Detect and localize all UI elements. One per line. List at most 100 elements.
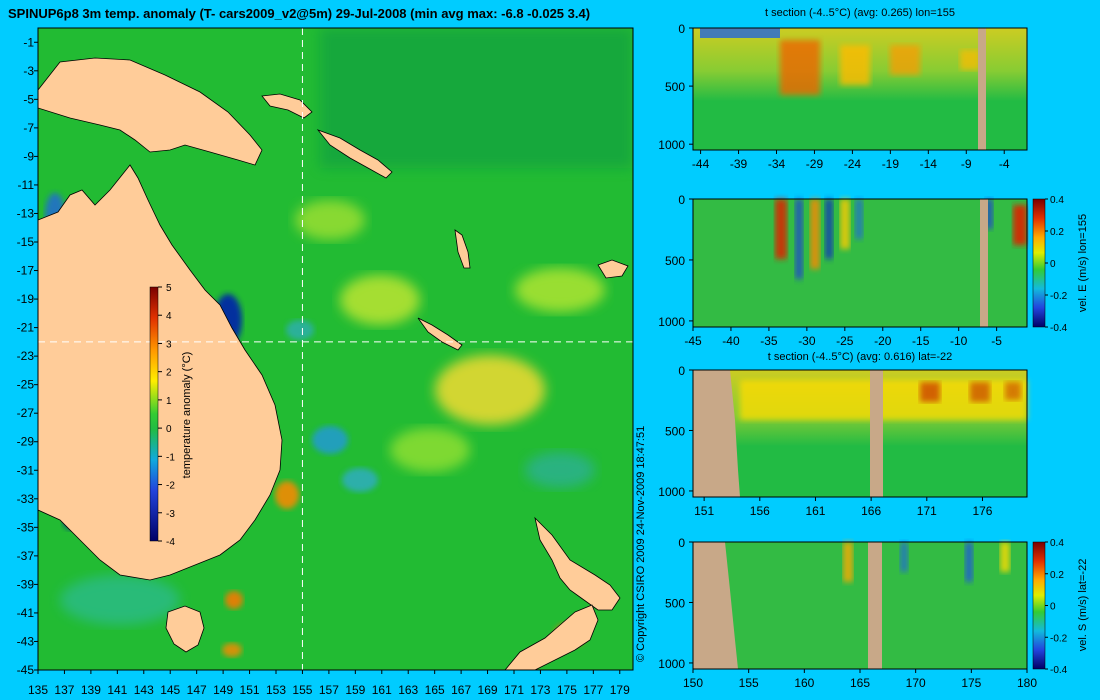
map-x-axis: 135 137 139 141 143 145 147 149 151 153 155 157 159 1… <box>28 670 630 697</box>
map-colorbar-tick-label: 4 <box>166 311 172 322</box>
map-warm-patch <box>435 355 545 425</box>
panel-2-axes: -45 -40 -35 -30 -25 -20 -15 -10 -5 0 500 1000 0.4 0.2… <box>658 193 1067 348</box>
map-warm-patch <box>340 275 420 325</box>
panel-4-colorbar-tick-label: -0.4 <box>1050 665 1068 676</box>
fiji-land <box>597 259 629 279</box>
panel-1-x-tick-label: -44 <box>692 157 710 171</box>
map-dark-band-north <box>320 28 633 168</box>
panel-4-x-tick-label: 175 <box>961 676 981 690</box>
panel-2-colorbar-gradient <box>1032 198 1046 328</box>
panel-2-cool-streak <box>855 199 863 239</box>
panel-4-land-mask <box>693 542 738 669</box>
panel-2-x-tick-label: -10 <box>950 334 968 348</box>
panel-2-x-tick-label: -20 <box>874 334 892 348</box>
map-x-tick-label: 159 <box>345 683 365 697</box>
panel-1-warm-cell <box>960 50 980 70</box>
panel-2-colorbar-tick-label: 0 <box>1050 259 1056 270</box>
map-colorbar-tick-label: 0 <box>166 424 172 435</box>
panel-4-axes: 150 155 160 165 170 175 180 0 500 1000 0.4 0.2 0 -0.2… <box>658 536 1067 690</box>
panel-2-colorbar-tick-label: 0.4 <box>1050 195 1064 206</box>
map-y-tick-label: -31 <box>17 463 35 477</box>
panel-2-ylabel: vel. E (m/s) lon=155 <box>1077 214 1089 312</box>
map-y-tick-label: -13 <box>17 206 35 220</box>
map-y-tick-label: -37 <box>17 549 35 563</box>
panel-3-y-tick-label: 1000 <box>658 485 685 499</box>
map-cool-patch <box>525 452 595 488</box>
map-x-tick-label: 149 <box>213 683 233 697</box>
map-y-tick-label: -43 <box>17 634 35 648</box>
panel-4-cool-streak <box>900 542 908 572</box>
map-x-tick-label: 177 <box>583 683 603 697</box>
panel-2-y-tick-label: 0 <box>678 193 685 207</box>
map-x-tick-label: 145 <box>160 683 180 697</box>
panel-2-land-mask <box>980 199 988 327</box>
panel-2-streaks <box>775 199 1027 279</box>
panel-2-cool-streak <box>985 199 993 229</box>
vanuatu-land <box>454 229 471 269</box>
map-colorbar-tick-label: -2 <box>166 481 175 492</box>
map-plot: 135 137 139 141 143 145 147 149 151 153 155 157 159 1… <box>17 27 634 697</box>
section-panel-4: vel. S (m/s) lat=-22 150 155 160 165 170 175 1… <box>658 536 1089 690</box>
panel-3-land-strip <box>870 370 883 497</box>
panel-1-axes: -44 -39 -34 -29 -24 -19 -14 -9 -4 0 500 1000 <box>658 22 1010 171</box>
map-warm-patch <box>515 268 605 312</box>
map-y-tick-label: -45 <box>17 663 35 677</box>
panel-4-colorbar-tick-label: 0 <box>1050 602 1056 613</box>
map-colorbar-tick-label: 1 <box>166 396 172 407</box>
map-y-tick-label: -21 <box>17 321 35 335</box>
map-x-tick-label: 155 <box>292 683 312 697</box>
panel-3-frame <box>692 369 1028 498</box>
panel-2-warm-streak <box>775 199 787 259</box>
map-y-tick-label: -25 <box>17 378 35 392</box>
panel-2-x-tick-label: -15 <box>912 334 930 348</box>
map-x-tick-label: 137 <box>54 683 74 697</box>
panel-1-x-tick-label: -24 <box>844 157 862 171</box>
new-zealand-north-land <box>534 516 621 611</box>
map-frame <box>37 27 634 671</box>
figure-title: SPINUP6p8 3m temp. anomaly (T- cars2009_… <box>8 6 590 21</box>
new-zealand-south-land <box>504 604 599 670</box>
panel-2-x-tick-label: -45 <box>684 334 702 348</box>
panel-1-y-tick-label: 500 <box>665 80 685 94</box>
panel-3-y-tick-label: 500 <box>665 424 685 438</box>
panel-4-field <box>693 542 1027 669</box>
panel-4-x-tick-label: 160 <box>794 676 814 690</box>
panel-2-warm-streak <box>810 199 820 269</box>
map-x-tick-label: 143 <box>134 683 154 697</box>
map-x-tick-label: 167 <box>451 683 471 697</box>
map-colorbar-tick-label: 3 <box>166 339 172 350</box>
panel-4-colorbar-tick-label: 0.4 <box>1050 538 1064 549</box>
panel-3-y-tick-label: 0 <box>678 364 685 378</box>
panel-3-x-tick-label: 156 <box>750 504 770 518</box>
panel-2-warm-streak <box>1013 205 1027 245</box>
panel-3-warm-cell <box>970 382 990 402</box>
map-colorbar-tick-label: -4 <box>166 537 175 548</box>
map-y-tick-label: -17 <box>17 264 35 278</box>
map-x-tick-label: 141 <box>107 683 127 697</box>
map-x-tick-label: 157 <box>319 683 339 697</box>
map-x-tick-label: 161 <box>372 683 392 697</box>
panel-3-x-tick-label: 171 <box>917 504 937 518</box>
map-y-tick-label: -19 <box>17 292 35 306</box>
panel-4-y-tick-label: 0 <box>678 536 685 550</box>
map-colorbar-tick-label: -3 <box>166 509 175 520</box>
panel-2-x-tick-label: -35 <box>760 334 778 348</box>
map-warm-patch <box>295 200 365 240</box>
map-y-tick-label: -23 <box>17 349 35 363</box>
panel-3-x-tick-label: 151 <box>694 504 714 518</box>
map-y-tick-label: -39 <box>17 577 35 591</box>
panel-3-axes: 151 156 161 166 171 176 0 500 1000 <box>658 364 993 518</box>
panel-3-warm-cells <box>700 370 1027 420</box>
map-warm-eddy <box>222 643 242 657</box>
panel-1-warm-cell <box>890 45 920 75</box>
panel-1-title: t section (-4..5°C) (avg: 0.265) lon=155 <box>765 7 955 19</box>
panel-2-cool-streak <box>795 199 803 279</box>
map-x-tick-label: 169 <box>478 683 498 697</box>
panel-4-x-tick-label: 155 <box>739 676 759 690</box>
panel-1-land-mask <box>978 28 986 150</box>
panel-2-frame <box>692 198 1028 328</box>
section-panel-1: t section (-4..5°C) (avg: 0.265) lon=155… <box>658 7 1028 171</box>
panel-2-x-tick-label: -25 <box>836 334 854 348</box>
panel-2-cool-streak <box>825 199 833 259</box>
